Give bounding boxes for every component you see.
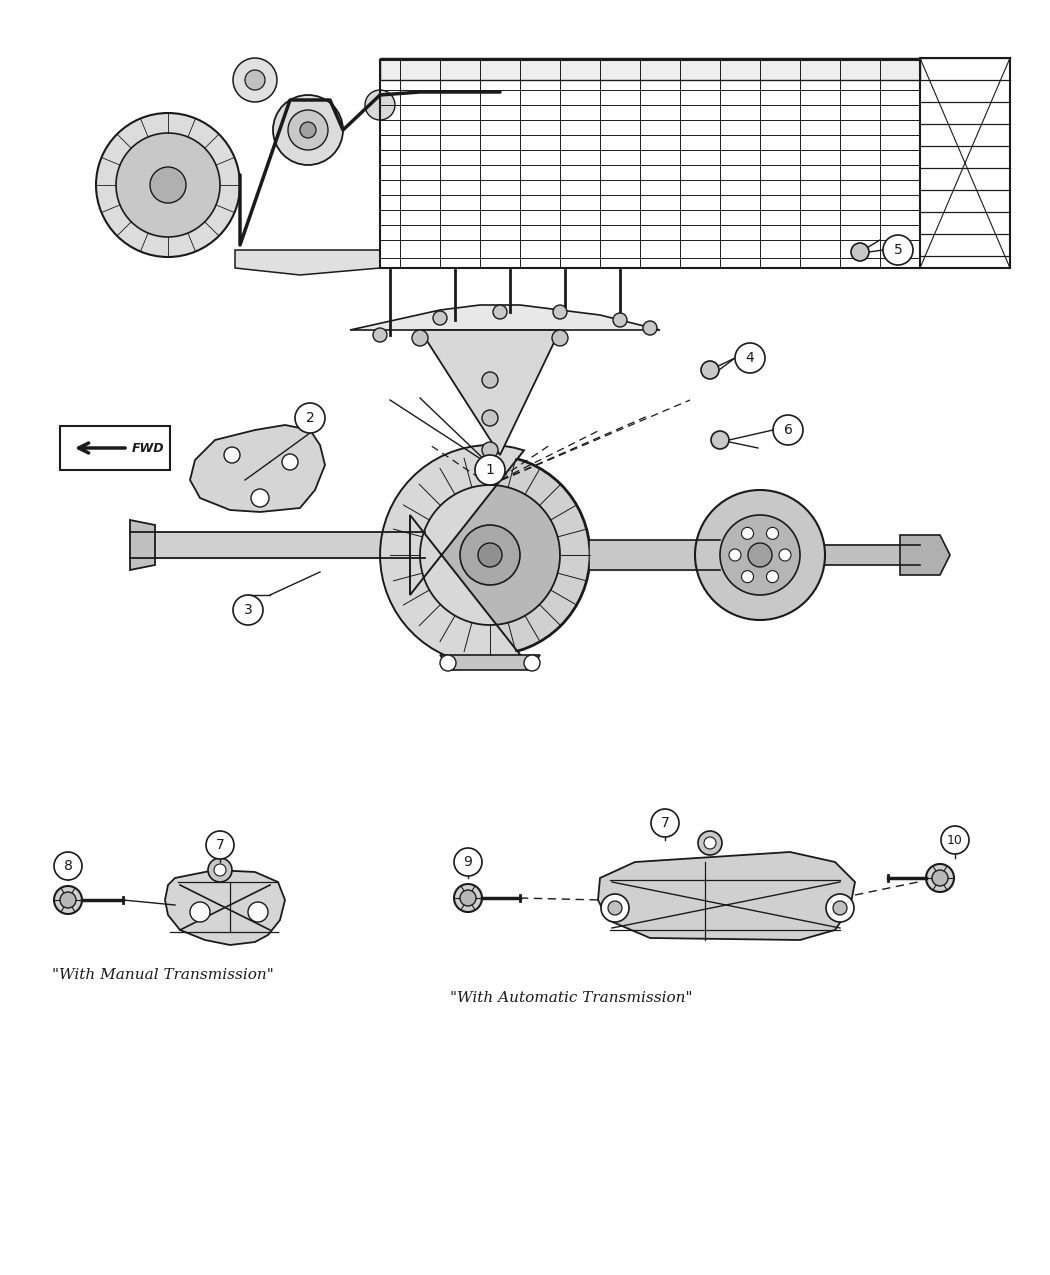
Circle shape: [833, 901, 847, 915]
Polygon shape: [420, 484, 560, 625]
Circle shape: [701, 361, 719, 379]
Circle shape: [150, 167, 186, 203]
Circle shape: [54, 852, 82, 880]
Circle shape: [482, 442, 498, 458]
Circle shape: [233, 57, 277, 102]
Circle shape: [206, 831, 234, 859]
Circle shape: [748, 543, 772, 567]
Circle shape: [552, 330, 568, 346]
Circle shape: [460, 890, 476, 907]
Circle shape: [482, 411, 498, 426]
Circle shape: [601, 894, 629, 922]
Circle shape: [741, 528, 754, 539]
Polygon shape: [590, 541, 720, 570]
Polygon shape: [420, 330, 560, 455]
Circle shape: [454, 884, 482, 912]
Circle shape: [460, 525, 520, 585]
Circle shape: [643, 321, 657, 335]
Text: 3: 3: [244, 603, 252, 617]
Text: 7: 7: [215, 838, 225, 852]
Circle shape: [651, 810, 679, 836]
FancyBboxPatch shape: [60, 426, 170, 470]
Circle shape: [288, 110, 328, 150]
Circle shape: [553, 305, 567, 319]
Circle shape: [883, 235, 914, 265]
Text: "With Automatic Transmission": "With Automatic Transmission": [450, 991, 693, 1005]
Circle shape: [365, 91, 395, 120]
Polygon shape: [350, 305, 660, 330]
Circle shape: [779, 550, 791, 561]
Circle shape: [478, 543, 502, 567]
Circle shape: [190, 901, 210, 922]
Circle shape: [412, 330, 428, 346]
Text: 4: 4: [746, 351, 754, 365]
Circle shape: [720, 515, 800, 595]
Circle shape: [440, 655, 456, 671]
Text: "With Manual Transmission": "With Manual Transmission": [52, 968, 274, 982]
Circle shape: [729, 550, 741, 561]
Circle shape: [826, 894, 854, 922]
Polygon shape: [130, 520, 155, 570]
Circle shape: [773, 414, 803, 445]
Circle shape: [233, 595, 262, 625]
Circle shape: [494, 305, 507, 319]
Circle shape: [926, 864, 954, 892]
Circle shape: [475, 455, 505, 484]
Circle shape: [698, 831, 722, 856]
Circle shape: [54, 886, 82, 914]
Text: 6: 6: [783, 423, 793, 437]
Circle shape: [214, 864, 226, 876]
Polygon shape: [380, 57, 920, 80]
Text: 9: 9: [463, 856, 472, 870]
Text: 5: 5: [894, 244, 902, 258]
Text: 7: 7: [660, 816, 670, 830]
Polygon shape: [440, 655, 540, 669]
Text: 10: 10: [947, 834, 963, 847]
Text: 1: 1: [485, 463, 495, 477]
Circle shape: [273, 96, 343, 164]
Circle shape: [208, 858, 232, 882]
Circle shape: [695, 490, 825, 620]
Circle shape: [613, 312, 627, 326]
Polygon shape: [165, 870, 285, 945]
Circle shape: [766, 528, 778, 539]
Circle shape: [282, 454, 298, 470]
Circle shape: [741, 571, 754, 583]
Circle shape: [704, 836, 716, 849]
Circle shape: [524, 655, 540, 671]
Circle shape: [224, 448, 240, 463]
Circle shape: [245, 70, 265, 91]
Circle shape: [850, 244, 869, 261]
Circle shape: [248, 901, 268, 922]
Polygon shape: [235, 250, 380, 275]
Circle shape: [711, 431, 729, 449]
Circle shape: [932, 870, 948, 886]
Circle shape: [300, 122, 316, 138]
Circle shape: [454, 848, 482, 876]
Circle shape: [766, 571, 778, 583]
Circle shape: [608, 901, 622, 915]
Circle shape: [295, 403, 326, 434]
Polygon shape: [130, 532, 425, 558]
Circle shape: [390, 455, 590, 655]
Circle shape: [373, 328, 387, 342]
Polygon shape: [598, 852, 855, 940]
Text: 2: 2: [306, 411, 314, 425]
Text: 8: 8: [64, 859, 72, 873]
Circle shape: [482, 372, 498, 388]
Polygon shape: [900, 536, 950, 575]
Circle shape: [735, 343, 765, 374]
Circle shape: [96, 113, 240, 258]
Circle shape: [251, 490, 269, 507]
Circle shape: [116, 133, 220, 237]
Polygon shape: [380, 445, 524, 666]
Circle shape: [433, 311, 447, 325]
Circle shape: [941, 826, 969, 854]
Polygon shape: [825, 544, 920, 565]
Circle shape: [60, 892, 76, 908]
Polygon shape: [190, 425, 326, 513]
Text: FWD: FWD: [132, 441, 165, 454]
